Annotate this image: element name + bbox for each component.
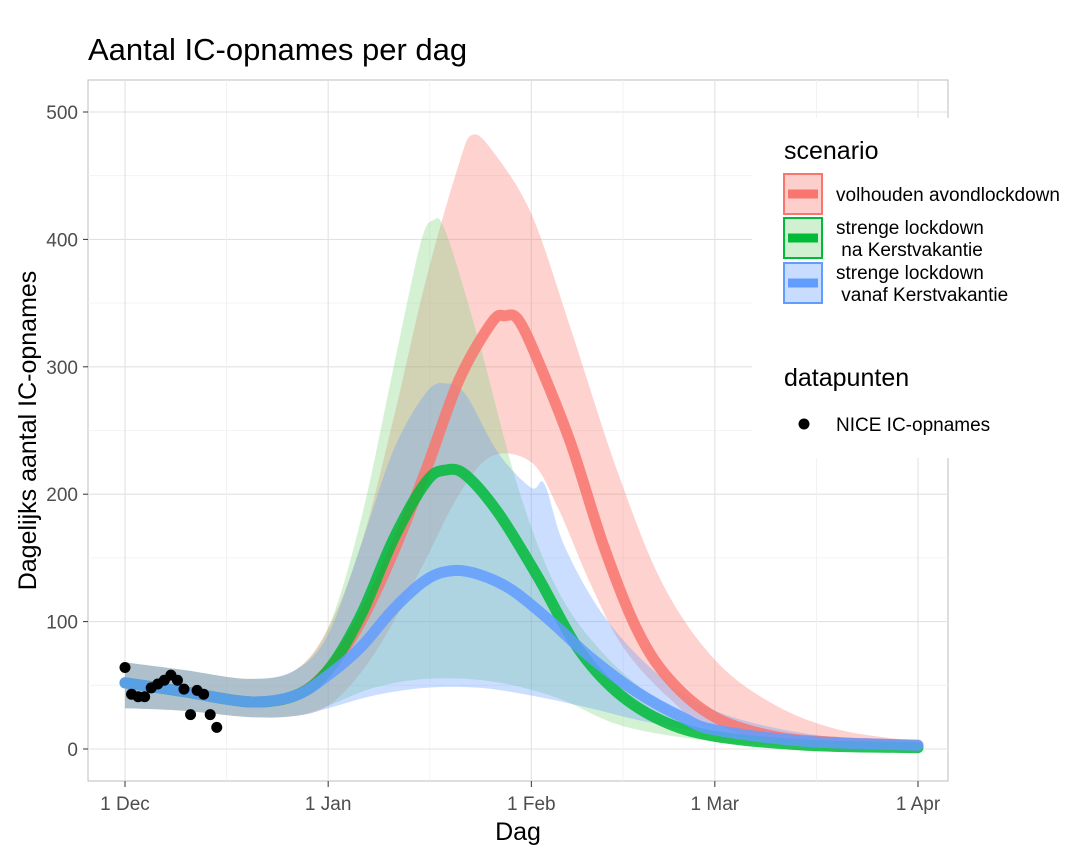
line-strenge-lockdown-vanaf-kerstvakantie [119,564,924,751]
y-tick-label: 300 [46,358,78,379]
chart-title: Aantal IC-opnames per dag [88,32,467,67]
legend-title-scenario: scenario [784,137,879,165]
y-tick-label: 100 [46,613,78,634]
x-axis-ticks: 1 Dec 1 Jan 1 Feb 1 Mar 1 Apr [100,781,941,815]
y-tick-label: 200 [46,485,78,506]
band-strenge-lockdown-vanaf-kerstvakantie [125,383,918,748]
data-point [178,683,190,695]
data-point [139,691,151,703]
legend-label-strenge-lockdown-na-kerstvakantie: strenge lockdown na Kerstvakantie [836,218,984,261]
data-points [119,661,223,733]
legend-label-line: na Kerstvakantie [836,240,983,261]
legend-label-line: strenge lockdown [836,263,984,284]
legend-label-volhouden-avondlockdown: volhouden avondlockdown [836,185,1060,206]
band-volhouden-avondlockdown [125,134,918,748]
data-point [171,674,183,686]
data-point [211,721,223,733]
data-point [185,709,197,721]
y-axis-title: Dagelijks aantal IC-opnames [14,271,42,591]
y-tick-label: 0 [67,740,78,761]
legend-label-line: volhouden avondlockdown [836,185,1060,206]
data-point [119,661,131,673]
x-tick-label: 1 Feb [507,794,556,815]
x-tick-label: 1 Apr [896,794,941,815]
x-axis-title: Dag [495,818,541,846]
data-point [198,688,210,700]
legend-keys: volhouden avondlockdown strenge lockdown … [783,173,1060,306]
legend-label-line: strenge lockdown [836,218,984,239]
x-tick-label: 1 Jan [305,794,351,815]
x-tick-label: 1 Mar [691,794,740,815]
legend-label-strenge-lockdown-vanaf-kerstvakantie: strenge lockdown vanaf Kerstvakantie [836,263,1008,306]
y-axis-ticks: 0 100 200 300 400 500 [46,103,88,761]
y-tick-label: 400 [46,230,78,251]
y-tick-label: 500 [46,103,78,124]
legend: scenario volhouden avondlockdown strenge … [752,118,1086,458]
legend-title-datapunten: datapunten [784,364,909,392]
legend-point-icon [798,418,810,430]
data-point [204,709,216,721]
scenario-lines [119,309,924,754]
legend-label-line: vanaf Kerstvakantie [836,285,1008,306]
legend-label-datapoints: NICE IC-opnames [836,415,990,436]
x-tick-label: 1 Dec [100,794,150,815]
